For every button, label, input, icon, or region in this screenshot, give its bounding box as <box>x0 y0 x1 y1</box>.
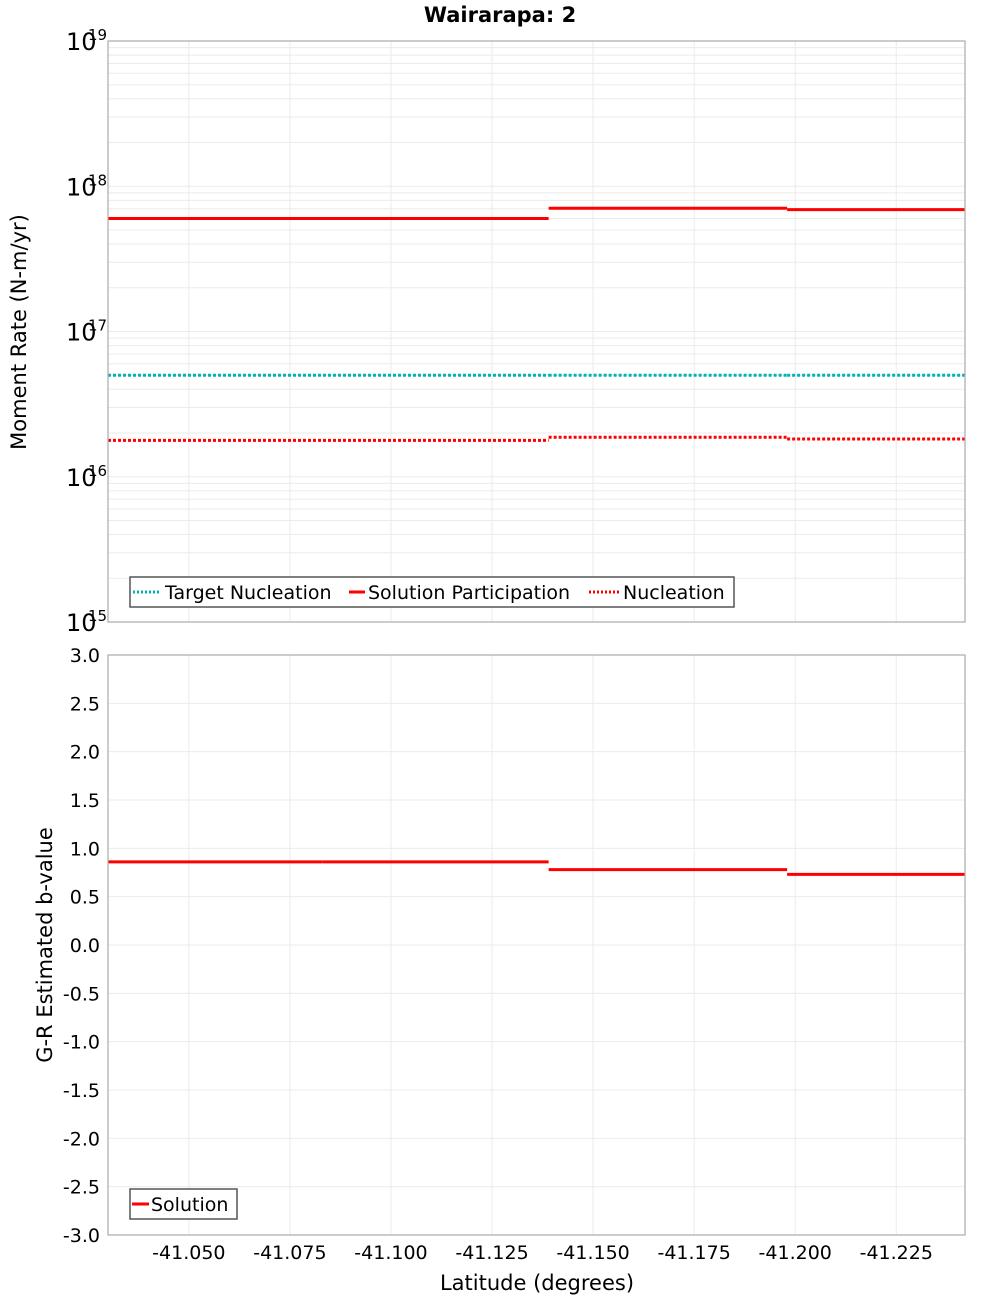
bottom-legend: Solution <box>130 1189 237 1219</box>
y-tick-exponent: 16 <box>88 462 107 480</box>
y-tick-label: 1.0 <box>70 838 100 860</box>
x-tick-label: -41.175 <box>657 1242 730 1264</box>
top-legend: Target Nucleation Solution Participation… <box>130 577 734 607</box>
y-tick-exponent: 18 <box>88 171 107 189</box>
chart-figure: Wairarapa: 2 10191018101710161015 Moment… <box>0 0 1000 1300</box>
x-tick-label: -41.125 <box>455 1242 528 1264</box>
legend-item-nucleation: Nucleation <box>623 582 725 604</box>
legend-item-solution: Solution <box>151 1194 228 1216</box>
y-tick-label: -2.0 <box>63 1128 100 1150</box>
x-tick-label: -41.100 <box>354 1242 427 1264</box>
y-tick-exponent: 17 <box>88 317 107 335</box>
y-tick-label: -1.0 <box>63 1032 100 1054</box>
y-tick-label: 2.5 <box>70 693 100 715</box>
y-tick-label: 1.5 <box>70 790 100 812</box>
top-y-axis-ticks: 10191018101710161015 <box>66 26 107 637</box>
y-tick-label: 2.0 <box>70 742 100 764</box>
legend-item-target-nucleation: Target Nucleation <box>164 582 332 604</box>
bottom-y-axis-ticks: 3.0 2.5 2.0 1.5 1.0 0.5 0.0 -0.5 -1.0 -1.5 -2.0 -2.… <box>63 645 100 1247</box>
chart-title: Wairarapa: 2 <box>424 3 576 27</box>
y-tick-label: 0.5 <box>70 887 100 909</box>
x-tick-label: -41.150 <box>556 1242 629 1264</box>
bottom-y-axis-label: G-R Estimated b-value <box>33 827 57 1063</box>
x-tick-label: -41.200 <box>759 1242 832 1264</box>
x-tick-label: -41.050 <box>152 1242 225 1264</box>
y-tick-label: -2.5 <box>63 1177 100 1199</box>
y-tick-exponent: 19 <box>88 26 107 44</box>
legend-item-solution-participation: Solution Participation <box>368 582 570 604</box>
x-axis-label: Latitude (degrees) <box>440 1271 634 1295</box>
x-tick-label: -41.075 <box>253 1242 326 1264</box>
y-tick-exponent: 15 <box>88 607 107 625</box>
y-tick-label: 0.0 <box>70 935 100 957</box>
y-tick-label: 3.0 <box>70 645 100 667</box>
y-tick-label: -1.5 <box>63 1080 100 1102</box>
x-tick-label: -41.225 <box>860 1242 933 1264</box>
x-axis-ticks: -41.050 -41.075 -41.100 -41.125 -41.150 -41.1… <box>152 1242 933 1264</box>
top-y-axis-label: Moment Rate (N-m/yr) <box>7 214 31 450</box>
b-value-plot: 3.0 2.5 2.0 1.5 1.0 0.5 0.0 -0.5 -1.0 -1.5 -2.0 -2.… <box>33 645 965 1295</box>
y-tick-label: -0.5 <box>63 983 100 1005</box>
y-tick-label: -3.0 <box>63 1225 100 1247</box>
moment-rate-plot: 10191018101710161015 Moment Rate (N-m/yr… <box>7 26 965 637</box>
